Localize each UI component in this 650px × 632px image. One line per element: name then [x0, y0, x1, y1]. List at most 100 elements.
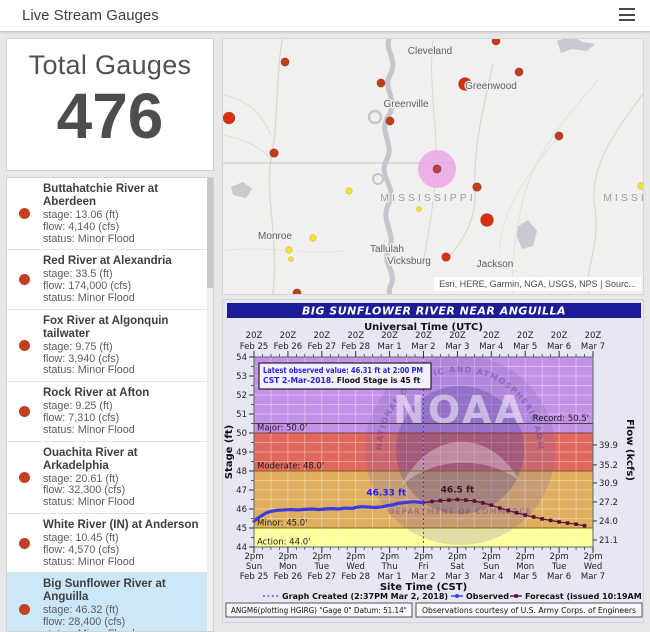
- svg-text:2pm: 2pm: [482, 552, 501, 562]
- svg-text:20Z: 20Z: [449, 331, 466, 341]
- map-gauge-dot[interactable]: [223, 111, 236, 125]
- svg-text:50: 50: [236, 429, 247, 439]
- list-item[interactable]: Fox River at Algonquin tailwater stage: 9…: [7, 309, 213, 383]
- gauge-detail: flow: 4,570 (cfs): [43, 543, 120, 556]
- svg-text:Mar 3: Mar 3: [445, 342, 469, 352]
- svg-text:44: 44: [236, 543, 247, 553]
- svg-text:2pm: 2pm: [380, 552, 399, 562]
- svg-text:2pm: 2pm: [346, 552, 365, 562]
- gauge-name: Fox River at Algonquin tailwater: [43, 314, 169, 340]
- svg-text:24.0: 24.0: [599, 517, 618, 527]
- svg-text:Mar 1: Mar 1: [378, 572, 402, 582]
- app-header: Live Stream Gauges: [0, 0, 650, 32]
- hamburger-menu-icon[interactable]: [619, 8, 637, 23]
- total-gauges-label: Total Gauges: [28, 50, 192, 80]
- map-gauge-dot[interactable]: [376, 78, 386, 88]
- list-item[interactable]: Ouachita River at Arkadelphia stage: 20.6…: [7, 441, 213, 514]
- svg-text:Record: 50.5': Record: 50.5': [533, 414, 589, 424]
- map-panel[interactable]: Cleveland Greenwood Greenville MISSISSIPPI M…: [222, 38, 644, 295]
- svg-text:Sun: Sun: [483, 562, 499, 572]
- svg-text:Tue: Tue: [314, 562, 330, 572]
- map-gauge-dot[interactable]: [280, 57, 290, 67]
- svg-text:Mar 6: Mar 6: [547, 342, 571, 352]
- map-gauge-dot[interactable]: [458, 77, 472, 91]
- svg-text:Feb 25: Feb 25: [240, 342, 269, 352]
- map-gauge-dot[interactable]: [514, 67, 524, 77]
- hydrograph-chart: BIG SUNFLOWER RIVER NEAR ANGUILLA Univers…: [224, 303, 643, 618]
- scrollbar-thumb[interactable]: [207, 178, 213, 288]
- svg-text:Moderate: 48.0': Moderate: 48.0': [257, 462, 324, 472]
- svg-text:Tue: Tue: [551, 562, 567, 572]
- svg-text:2pm: 2pm: [414, 552, 433, 562]
- map-gauge-dot[interactable]: [292, 288, 302, 294]
- map-gauge-dot[interactable]: [491, 39, 501, 46]
- map-basemap: [223, 39, 643, 294]
- gauge-detail: stage: 20.61 (ft): [43, 472, 119, 485]
- map-gauge-dot[interactable]: [385, 116, 395, 126]
- map-gauge-dot[interactable]: [309, 234, 317, 242]
- svg-text:48: 48: [236, 467, 247, 477]
- svg-text:Action: 44.0': Action: 44.0': [257, 538, 310, 548]
- svg-text:Feb 26: Feb 26: [274, 342, 303, 352]
- list-item[interactable]: White River (IN) at Anderson stage: 10.45…: [7, 513, 213, 574]
- svg-text:Feb 27: Feb 27: [308, 572, 337, 582]
- gauge-detail: stage: 46.32 (ft): [43, 604, 119, 617]
- svg-text:20Z: 20Z: [347, 331, 364, 341]
- map-gauge-dot[interactable]: [472, 182, 482, 192]
- list-item[interactable]: Rock River at Afton stage: 9.25 (ft) flow:…: [7, 382, 213, 442]
- svg-text:2pm: 2pm: [278, 552, 297, 562]
- gauge-list-panel: Buttahatchie River at Aberdeen stage: 13.…: [6, 177, 214, 632]
- gauge-detail: stage: 13.06 (ft): [43, 209, 119, 221]
- map-gauge-dot[interactable]: [554, 131, 564, 141]
- map-gauge-dot[interactable]: [269, 148, 279, 158]
- map-state-label: MISSISSIPPI: [380, 192, 475, 204]
- svg-text:Mon: Mon: [516, 562, 534, 572]
- list-item[interactable]: Red River at Alexandria stage: 33.5 (ft) f…: [7, 250, 213, 310]
- map-gauge-dot[interactable]: [480, 213, 494, 227]
- stream-map[interactable]: Cleveland Greenwood Greenville MISSISSIPPI M…: [223, 39, 643, 294]
- gauge-status-dot: [19, 339, 30, 351]
- gauge-name: White River (IN) at Anderson: [43, 518, 199, 531]
- map-gauge-dot[interactable]: [441, 252, 451, 262]
- svg-text:Minor: 45.0': Minor: 45.0': [257, 519, 307, 529]
- svg-text:35.2: 35.2: [599, 461, 618, 471]
- gauge-detail: flow: 7,310 (cfs): [43, 411, 120, 424]
- gauge-detail: flow: 174,000 (cfs): [43, 280, 132, 293]
- svg-text:Fri: Fri: [418, 562, 428, 572]
- svg-text:21.1: 21.1: [599, 536, 618, 546]
- svg-text:52: 52: [236, 391, 247, 401]
- list-item[interactable]: Buttahatchie River at Aberdeen stage: 13.…: [7, 178, 213, 251]
- hamburger-bar: [619, 19, 635, 21]
- svg-text:Site Time (CST): Site Time (CST): [380, 582, 467, 593]
- list-item[interactable]: Big Sunflower River at Anguilla stage: 46…: [7, 573, 213, 631]
- map-gauge-dot[interactable]: [345, 187, 353, 195]
- svg-text:Mar 1: Mar 1: [378, 342, 402, 352]
- map-state-label: MISSISS: [603, 192, 643, 204]
- map-attribution: Esri, HERE, Garmin, NGA, USGS, NPS | Sou…: [434, 277, 641, 291]
- gauge-status-dot: [19, 208, 30, 220]
- scrollbar-track[interactable]: [207, 178, 213, 631]
- svg-text:Flow (kcfs): Flow (kcfs): [624, 419, 635, 481]
- map-city-label: Cleveland: [408, 46, 452, 57]
- svg-text:ANGM6(plotting HGIRG) "Gage 0": ANGM6(plotting HGIRG) "Gage 0" Datum: 51…: [231, 606, 407, 615]
- svg-text:20Z: 20Z: [313, 331, 330, 341]
- svg-text:Mon: Mon: [279, 562, 297, 572]
- svg-text:Observations courtesy of U.S.: Observations courtesy of U.S. Army Corps…: [422, 606, 636, 615]
- map-selected-gauge-dot[interactable]: [432, 164, 442, 174]
- map-gauge-dot[interactable]: [637, 182, 643, 190]
- map-gauge-dot[interactable]: [285, 246, 293, 254]
- svg-text:Mar 4: Mar 4: [479, 342, 503, 352]
- map-gauge-dot[interactable]: [288, 256, 294, 262]
- svg-text:Sun: Sun: [246, 562, 262, 572]
- svg-text:39.9: 39.9: [599, 441, 618, 451]
- gauge-detail: status: Minor Flood: [43, 364, 135, 377]
- gauge-status-dot: [19, 274, 30, 286]
- gauge-detail: stage: 9.75 (ft): [43, 340, 113, 353]
- total-gauges-value: 476: [56, 80, 164, 152]
- svg-text:Mar 5: Mar 5: [513, 342, 537, 352]
- svg-text:Mar 2: Mar 2: [411, 572, 435, 582]
- svg-text:53: 53: [236, 372, 247, 382]
- map-gauge-dot[interactable]: [416, 206, 422, 212]
- gauge-name: Buttahatchie River at Aberdeen: [43, 183, 159, 208]
- total-gauges-panel: Total Gauges 476: [6, 38, 214, 171]
